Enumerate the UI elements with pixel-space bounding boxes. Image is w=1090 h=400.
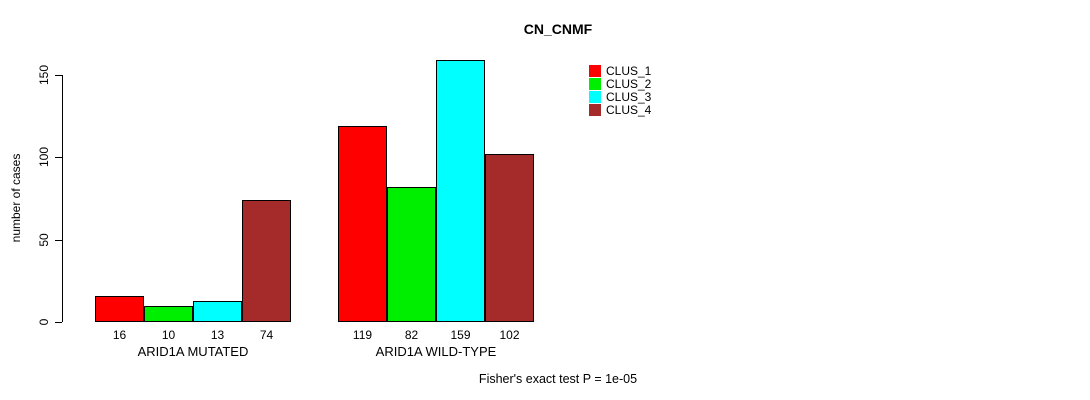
- chart-title: CN_CNMF: [523, 21, 593, 37]
- legend-label-clus_2: CLUS_2: [606, 77, 652, 91]
- bar-clus_4-wildtype: [485, 154, 534, 322]
- bar-value-label: 10: [161, 328, 176, 342]
- bar-value-label: 13: [210, 328, 225, 342]
- legend-swatch-clus_3: [589, 91, 601, 103]
- y-axis-label: number of cases: [9, 153, 23, 243]
- y-tick-mark: [55, 239, 62, 241]
- bar-clus_2-mutated: [144, 305, 193, 322]
- y-tick-mark: [55, 322, 62, 323]
- bar-value-label: 82: [404, 328, 419, 342]
- bar-clus_1-wildtype: [338, 126, 387, 322]
- y-tick-mark: [55, 75, 62, 76]
- y-tick-label: 50: [37, 232, 51, 247]
- bar-value-label: 119: [352, 328, 373, 342]
- legend-swatch-clus_4: [589, 104, 601, 116]
- bar-clus_2-wildtype: [387, 186, 436, 322]
- stat-test-annotation: Fisher's exact test P = 1e-05: [478, 372, 638, 386]
- bar-clus_4-mutated: [242, 200, 291, 322]
- legend-swatch-clus_1: [589, 65, 601, 77]
- bar-value-label: 16: [112, 328, 127, 342]
- y-tick-label: 0: [37, 318, 51, 326]
- y-tick-mark: [55, 157, 62, 159]
- legend-label-clus_1: CLUS_1: [606, 64, 652, 78]
- y-axis-line: [62, 75, 63, 322]
- legend-swatch-clus_2: [589, 78, 601, 90]
- legend-label-clus_4: CLUS_4: [606, 103, 652, 117]
- bar-clus_3-mutated: [193, 300, 242, 322]
- bar-clus_3-wildtype: [436, 60, 485, 322]
- bar-value-label: 102: [499, 328, 520, 342]
- category-label: ARID1A WILD-TYPE: [375, 344, 497, 359]
- legend-label-clus_3: CLUS_3: [606, 90, 652, 104]
- y-tick-label: 100: [37, 147, 51, 168]
- bar-value-label: 159: [450, 328, 471, 342]
- y-tick-label: 150: [37, 64, 51, 86]
- category-label: ARID1A MUTATED: [137, 344, 249, 359]
- bar-value-label: 74: [259, 328, 274, 342]
- bar-clus_1-mutated: [95, 295, 144, 322]
